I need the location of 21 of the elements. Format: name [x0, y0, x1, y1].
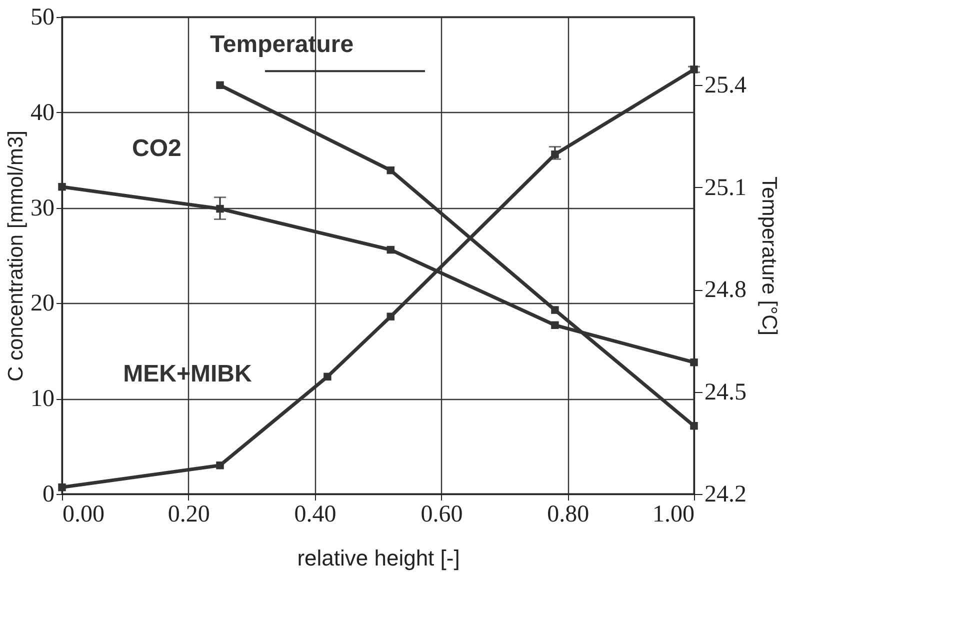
y2-tick-label: 24.2: [704, 482, 746, 508]
y2-tick-label: 24.8: [704, 277, 746, 304]
y-axis-title: C concentration [mmol/m3]: [4, 130, 28, 382]
series-label: CO2: [132, 134, 182, 162]
y2-tick-label: 25.1: [704, 174, 746, 201]
x-tick-label: 0.40: [294, 502, 336, 528]
y-tick-label: 40: [30, 100, 54, 126]
y2-tick-label: 25.4: [704, 72, 746, 99]
x-tick-label: 0.00: [62, 502, 104, 528]
x-tick-label: 1.00: [652, 502, 694, 528]
y2-axis-title: Temperature [°C]: [758, 176, 780, 336]
y-tick-label: 10: [30, 386, 54, 412]
y-tick-label: 20: [30, 290, 54, 317]
x-tick-label: 0.80: [547, 502, 590, 528]
y2-tick-label: 24.5: [704, 379, 746, 406]
x-axis-title: relative height [-]: [297, 546, 460, 570]
y-tick-label: 0: [42, 482, 54, 508]
x-tick-label: 0.20: [168, 502, 210, 528]
y-tick-label: 30: [30, 195, 54, 222]
x-tick-label: 0.60: [420, 502, 463, 528]
y-tick-label: 50: [30, 4, 54, 30]
